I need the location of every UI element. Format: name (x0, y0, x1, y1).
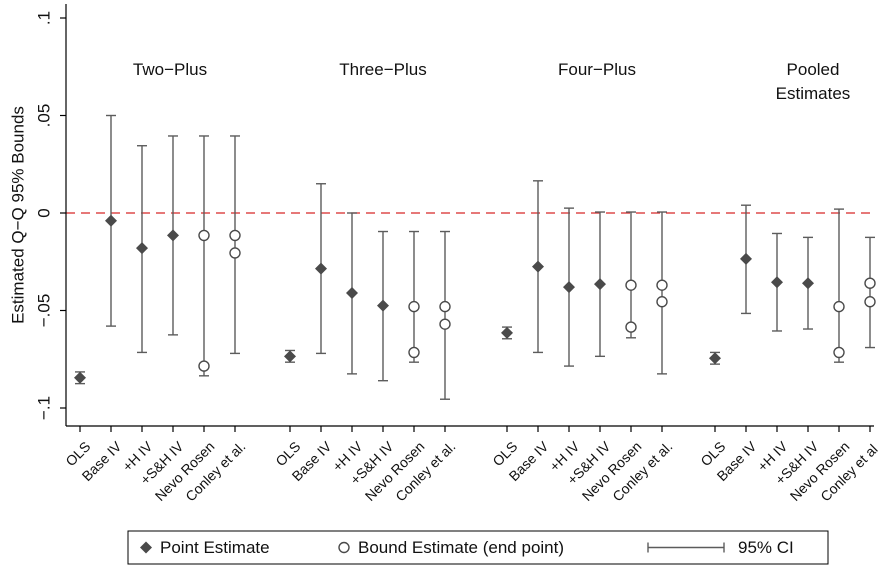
point-estimate-marker (563, 281, 575, 293)
legend-circle-icon (339, 543, 349, 553)
bound-estimate-marker (657, 297, 667, 307)
point-estimate-marker (315, 263, 327, 275)
point-estimate-marker (740, 253, 752, 265)
group-title: Two−Plus (133, 60, 207, 79)
bound-estimate-marker (657, 280, 667, 290)
legend-label: Point Estimate (160, 538, 270, 557)
point-estimate-marker (594, 278, 606, 290)
y-tick-label: .05 (35, 104, 54, 128)
y-tick-label: 0 (35, 208, 54, 217)
group-title: Estimates (776, 84, 851, 103)
bound-estimate-marker (409, 302, 419, 312)
group-title: Four−Plus (558, 60, 636, 79)
bound-estimate-marker (440, 302, 450, 312)
point-estimate-marker (346, 287, 358, 299)
bound-estimate-marker (199, 361, 209, 371)
plot-area: Two−Plus Three−Plus Four−Plus Pooled Estimat… (66, 60, 875, 399)
point-estimate-marker (136, 242, 148, 254)
y-axis-label: Estimated Q−Q 95% Bounds (9, 106, 28, 324)
point-estimate-marker (501, 327, 513, 339)
y-tick-label: −.1 (35, 396, 54, 420)
point-estimate-marker (74, 372, 86, 384)
bound-estimate-marker (626, 280, 636, 290)
point-estimate-marker (802, 277, 814, 289)
point-estimate-marker (377, 300, 389, 312)
legend-label: Bound Estimate (end point) (358, 538, 564, 557)
point-estimate-marker (532, 261, 544, 273)
point-estimate-marker (167, 229, 179, 241)
y-tick-label: −.05 (35, 294, 54, 328)
point-estimate-marker (105, 215, 117, 227)
group-title: Three−Plus (339, 60, 426, 79)
bound-estimate-marker (409, 347, 419, 357)
bound-estimate-marker (834, 347, 844, 357)
group-title: Pooled (787, 60, 840, 79)
bound-estimate-marker (199, 230, 209, 240)
bound-estimate-marker (834, 302, 844, 312)
bound-estimate-marker (865, 297, 875, 307)
bound-estimate-marker (230, 230, 240, 240)
bound-estimate-marker (230, 248, 240, 258)
bound-estimate-marker (440, 319, 450, 329)
legend: Point Estimate Bound Estimate (end point)… (128, 531, 828, 564)
point-estimate-marker (771, 276, 783, 288)
point-estimate-marker (709, 352, 721, 364)
legend-label: 95% CI (738, 538, 794, 557)
point-estimate-marker (284, 350, 296, 362)
y-tick-label: .1 (35, 11, 54, 25)
bound-estimate-marker (626, 322, 636, 332)
bound-estimate-marker (865, 278, 875, 288)
